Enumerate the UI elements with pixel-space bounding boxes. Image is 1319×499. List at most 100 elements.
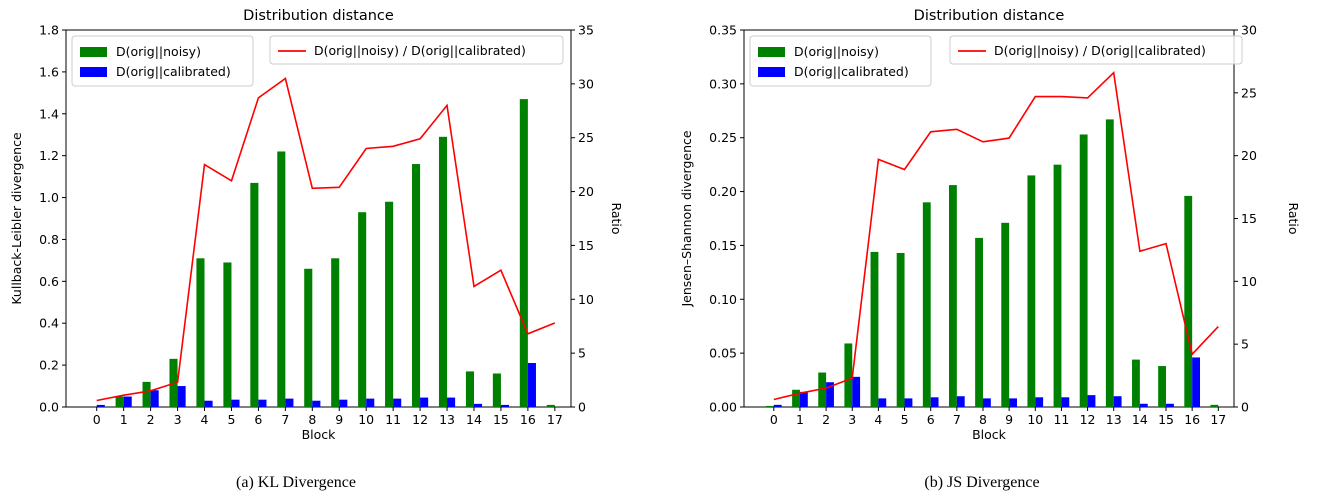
y-axis-label: Kullback-Leibler divergence: [9, 132, 24, 305]
bar-calibrated: [773, 404, 782, 407]
legend-bars-box: [71, 35, 254, 87]
y2-tick-label: 10: [578, 292, 594, 307]
bar-calibrated: [852, 376, 861, 407]
bar-calibrated: [982, 398, 991, 407]
bar-calibrated: [447, 397, 456, 407]
legend-swatch-noisy: [758, 47, 785, 57]
y-tick-label: 0.30: [709, 76, 737, 91]
bar-noisy: [304, 268, 313, 407]
bar-noisy: [948, 185, 957, 407]
x-tick-label: 10: [358, 412, 374, 427]
bar-noisy: [1079, 134, 1088, 408]
bar-noisy: [142, 381, 151, 407]
bar-calibrated: [231, 399, 240, 407]
y-tick-label: 0.15: [709, 238, 737, 253]
legend-bars-box: [749, 35, 932, 87]
y-tick-label: 1.6: [39, 64, 59, 79]
x-tick-label: 7: [953, 412, 961, 427]
bar-calibrated: [420, 397, 429, 407]
x-tick-label: 14: [1132, 412, 1148, 427]
bar-calibrated: [258, 399, 267, 407]
bar-noisy: [1158, 366, 1167, 407]
x-tick-label: 12: [412, 412, 428, 427]
y-tick-label: 0.25: [709, 130, 737, 145]
bar-noisy: [250, 182, 259, 407]
y-tick-label: 0.0: [39, 400, 59, 415]
bar-calibrated: [826, 382, 834, 407]
y2-tick-label: 5: [578, 346, 586, 361]
caption-js: (b) JS Divergence: [924, 474, 1040, 491]
x-tick-label: 16: [520, 412, 536, 427]
plot-frame: [743, 29, 1235, 408]
y2-tick-label: 25: [578, 130, 594, 145]
bar-noisy: [1184, 195, 1193, 407]
y-tick-label: 0.4: [39, 316, 59, 331]
x-tick-label: 9: [335, 412, 343, 427]
y2-tick-label: 0: [578, 400, 586, 415]
x-tick-label: 5: [901, 412, 909, 427]
bar-calibrated: [339, 399, 348, 407]
bar-noisy: [896, 252, 905, 407]
y2-tick-label: 5: [1241, 337, 1249, 352]
x-tick-label: 3: [174, 412, 182, 427]
x-tick-label: 14: [466, 412, 482, 427]
legend-label-calibrated: D(orig||calibrated): [116, 64, 231, 79]
ratio-line: [773, 71, 1219, 401]
bar-calibrated: [393, 398, 402, 407]
bar-calibrated: [177, 386, 186, 407]
bar-noisy: [1210, 404, 1219, 407]
x-tick-label: 5: [227, 412, 235, 427]
kl-divergence-chart: 0 1 2 3 4 5 6 7 8 9 10 11 12 13 14 15 16 170.00.20.40.60.…: [9, 8, 624, 442]
x-axis-label: Block: [972, 427, 1007, 442]
bar-noisy: [438, 136, 448, 408]
x-tick-label: 10: [1027, 412, 1043, 427]
bar-noisy: [870, 251, 879, 407]
bar-noisy: [792, 389, 800, 407]
y2-tick-label: 25: [1241, 85, 1257, 100]
bar-noisy: [331, 258, 340, 407]
y2-tick-label: 15: [578, 238, 594, 253]
caption-kl: (a) KL Divergence: [236, 474, 356, 491]
x-tick-label: 17: [1210, 412, 1226, 427]
x-tick-label: 13: [1106, 412, 1122, 427]
bar-calibrated: [1166, 403, 1174, 407]
legend-swatch-noisy: [80, 47, 107, 57]
kl-divergence-figure: 0 1 2 3 4 5 6 7 8 9 10 11 12 13 14 15 16 17 0.0 0.2 0.4 0.6 0.…: [0, 0, 659, 475]
x-tick-label: 8: [979, 412, 987, 427]
bar-calibrated: [366, 398, 375, 407]
bar-noisy: [519, 99, 528, 407]
bar-calibrated: [1061, 397, 1070, 407]
x-tick-label: 7: [281, 412, 289, 427]
bar-calibrated: [473, 403, 483, 407]
bar-calibrated: [1192, 357, 1201, 407]
bar-noisy: [818, 372, 827, 407]
legend-label-noisy: D(orig||noisy): [116, 44, 201, 59]
x-tick-label: 11: [385, 412, 401, 427]
bar-calibrated: [1087, 395, 1096, 407]
chart-title: Distribution distance: [243, 8, 394, 24]
bar-calibrated: [956, 396, 965, 407]
y-tick-label: 0.20: [709, 184, 737, 199]
y2-axis-label: Ratio: [1286, 202, 1301, 234]
x-tick-label: 4: [201, 412, 209, 427]
legend-label-noisy: D(orig||noisy): [794, 44, 879, 59]
bar-noisy: [412, 164, 421, 407]
y-tick-label: 0.10: [709, 292, 737, 307]
x-tick-label: 8: [308, 412, 316, 427]
bar-noisy: [1053, 164, 1062, 407]
y-tick-label: 1.0: [39, 190, 59, 205]
bar-calibrated: [1113, 396, 1122, 407]
x-tick-label: 9: [1005, 412, 1013, 427]
x-tick-label: 16: [1184, 412, 1200, 427]
y2-tick-label: 35: [578, 23, 594, 38]
bar-noisy: [1105, 119, 1114, 407]
bar-calibrated: [1009, 398, 1017, 407]
x-tick-label: 17: [547, 412, 563, 427]
bar-noisy: [358, 212, 367, 407]
y-tick-label: 0.6: [39, 274, 59, 289]
y-tick-label: 0.8: [39, 232, 59, 247]
y2-tick-label: 10: [1241, 274, 1257, 289]
x-tick-label: 6: [927, 412, 935, 427]
bar-noisy: [975, 237, 983, 407]
x-tick-label: 2: [147, 412, 155, 427]
